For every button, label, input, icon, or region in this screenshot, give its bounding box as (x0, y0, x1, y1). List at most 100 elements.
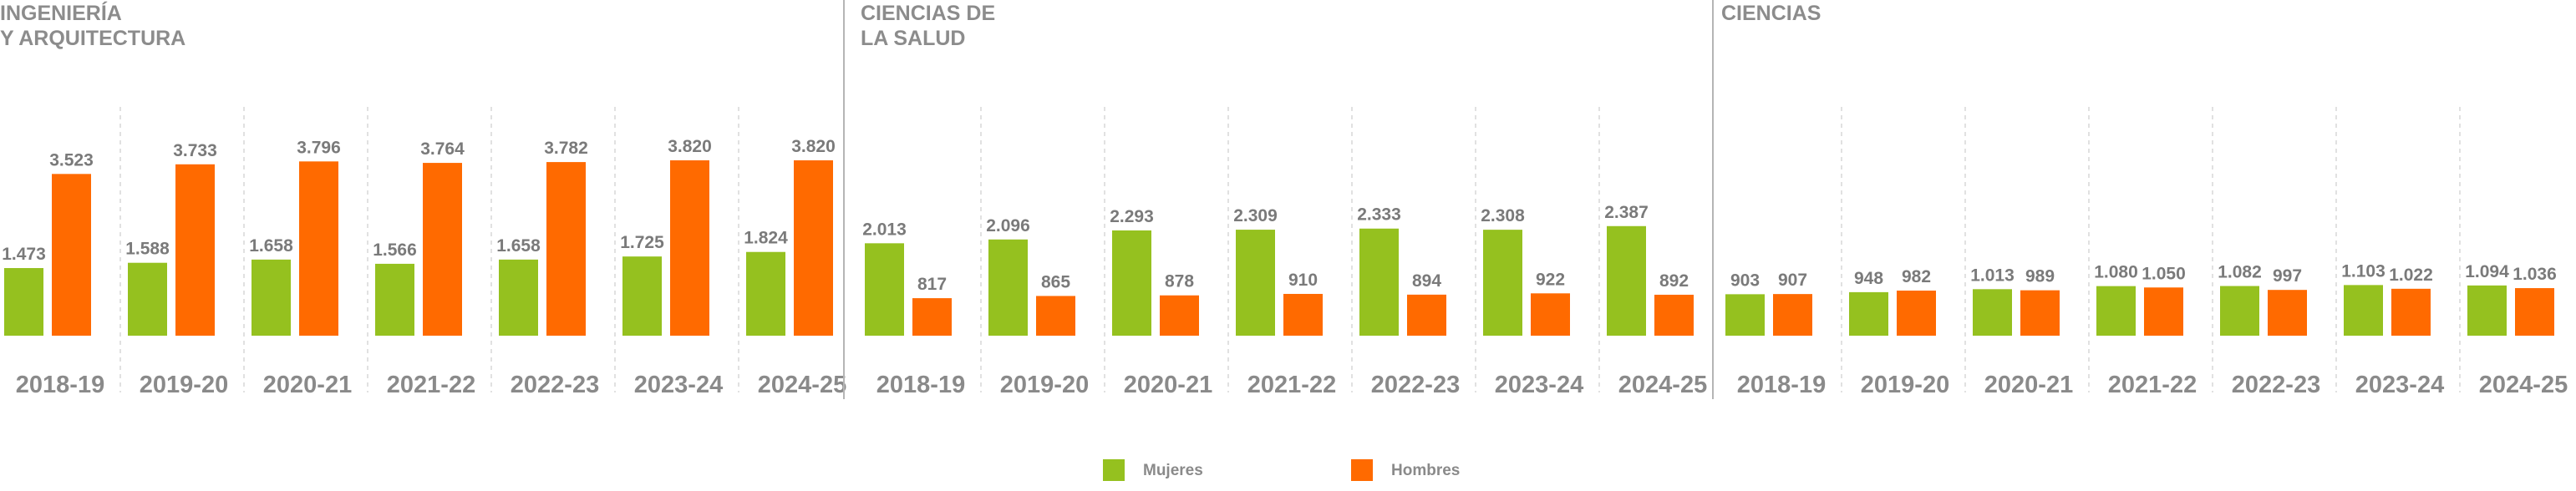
value-label-mujeres: 1.725 (620, 233, 664, 252)
value-label-mujeres: 1.473 (2, 245, 46, 264)
bar-hombres (1897, 291, 1936, 336)
value-label-mujeres: 1.588 (125, 240, 170, 259)
bar-mujeres (375, 263, 414, 336)
bar-hombres (299, 161, 338, 336)
panel-title-line: CIENCIAS DE (861, 2, 995, 25)
bar-hombres (1654, 294, 1694, 336)
x-tick-label: 2023-24 (2355, 372, 2444, 398)
value-label-hombres: 3.782 (544, 139, 588, 158)
panel-title-line: Y ARQUITECTURA (0, 27, 185, 50)
bar-mujeres (2344, 285, 2383, 336)
value-label-hombres: 3.796 (297, 138, 341, 157)
x-tick-label: 2024-25 (758, 372, 846, 398)
bar-hombres (1531, 293, 1570, 336)
bar-hombres (912, 298, 952, 336)
bar-mujeres (499, 259, 538, 336)
x-tick-label: 2018-19 (16, 372, 104, 398)
value-label-mujeres: 903 (1730, 271, 1760, 290)
panel-title-line: CIENCIAS (1721, 2, 1821, 25)
bar-mujeres (1483, 230, 1522, 336)
bar-mujeres (988, 239, 1028, 336)
value-label-hombres: 1.022 (2389, 266, 2433, 285)
legend-label-mujeres: Mujeres (1143, 462, 1203, 479)
value-label-mujeres: 1.658 (249, 236, 293, 256)
legend-swatch-mujeres (1103, 459, 1125, 481)
value-label-mujeres: 1.658 (496, 236, 541, 256)
x-tick-label: 2018-19 (1737, 372, 1826, 398)
legend-swatch-hombres (1351, 459, 1373, 481)
bar-hombres (1773, 294, 1812, 336)
value-label-hombres: 982 (1902, 267, 1931, 286)
value-label-hombres: 907 (1778, 271, 1807, 290)
bar-mujeres (252, 259, 291, 336)
x-tick-label: 2019-20 (140, 372, 228, 398)
value-label-mujeres: 1.082 (2218, 263, 2262, 282)
value-label-hombres: 3.764 (420, 139, 465, 159)
value-label-mujeres: 1.013 (1970, 266, 2015, 285)
value-label-hombres: 878 (1165, 272, 1194, 291)
bar-hombres (546, 162, 586, 336)
value-label-hombres: 817 (917, 275, 947, 294)
x-tick-label: 2018-19 (876, 372, 965, 398)
value-label-mujeres: 1.080 (2094, 263, 2138, 282)
value-label-hombres: 997 (2273, 266, 2302, 286)
value-label-mujeres: 2.293 (1110, 207, 1154, 226)
value-label-mujeres: 1.094 (2465, 262, 2509, 281)
value-label-mujeres: 1.824 (744, 229, 788, 248)
value-label-hombres: 989 (2025, 267, 2055, 286)
value-label-hombres: 1.050 (2142, 264, 2186, 283)
value-label-hombres: 894 (1412, 271, 1441, 291)
x-tick-label: 2022-23 (1371, 372, 1460, 398)
bar-mujeres (746, 251, 785, 336)
bar-hombres (2268, 290, 2307, 336)
bar-mujeres (622, 256, 662, 336)
x-tick-label: 2022-23 (2232, 372, 2320, 398)
bar-hombres (423, 163, 462, 336)
bar-mujeres (1725, 294, 1765, 336)
x-tick-label: 2024-25 (1618, 372, 1707, 398)
value-label-mujeres: 1.566 (373, 240, 417, 260)
x-tick-label: 2022-23 (511, 372, 599, 398)
bar-hombres (2391, 288, 2431, 336)
bar-mujeres (1112, 230, 1151, 336)
bar-mujeres (1359, 228, 1399, 336)
value-label-mujeres: 2.013 (862, 220, 907, 239)
value-label-hombres: 3.820 (668, 137, 712, 156)
value-label-hombres: 1.036 (2512, 265, 2557, 284)
bar-hombres (175, 164, 215, 336)
x-tick-label: 2020-21 (1984, 372, 2073, 398)
value-label-mujeres: 948 (1854, 269, 1883, 288)
value-label-mujeres: 2.308 (1481, 206, 1525, 225)
x-tick-label: 2021-22 (2108, 372, 2197, 398)
x-tick-label: 2019-20 (1861, 372, 1949, 398)
x-tick-label: 2020-21 (1124, 372, 1212, 398)
x-tick-label: 2019-20 (1000, 372, 1089, 398)
bar-mujeres (1236, 230, 1275, 336)
value-label-hombres: 3.733 (173, 141, 217, 160)
value-label-hombres: 892 (1659, 271, 1689, 291)
bar-mujeres (2467, 285, 2507, 336)
x-tick-label: 2021-22 (1247, 372, 1336, 398)
x-tick-label: 2023-24 (1495, 372, 1583, 398)
value-label-hombres: 922 (1536, 270, 1565, 289)
legend-label-hombres: Hombres (1391, 462, 1460, 479)
value-label-hombres: 3.820 (791, 137, 836, 156)
bar-mujeres (2220, 286, 2259, 336)
bar-mujeres (2096, 286, 2136, 336)
panel-title-line: INGENIERÍA (0, 1, 122, 25)
value-label-mujeres: 2.096 (986, 216, 1030, 235)
x-tick-label: 2024-25 (2479, 372, 2568, 398)
value-label-mujeres: 1.103 (2341, 261, 2385, 281)
value-label-mujeres: 2.387 (1604, 203, 1649, 222)
bar-mujeres (128, 262, 167, 336)
value-label-mujeres: 2.309 (1233, 206, 1278, 225)
bar-hombres (1036, 296, 1075, 336)
value-label-hombres: 865 (1041, 272, 1070, 291)
bar-mujeres (4, 268, 43, 336)
bar-mujeres (865, 243, 904, 336)
x-tick-label: 2023-24 (634, 372, 723, 398)
bar-hombres (2144, 287, 2183, 336)
bar-hombres (670, 160, 709, 336)
bar-hombres (1407, 294, 1446, 336)
